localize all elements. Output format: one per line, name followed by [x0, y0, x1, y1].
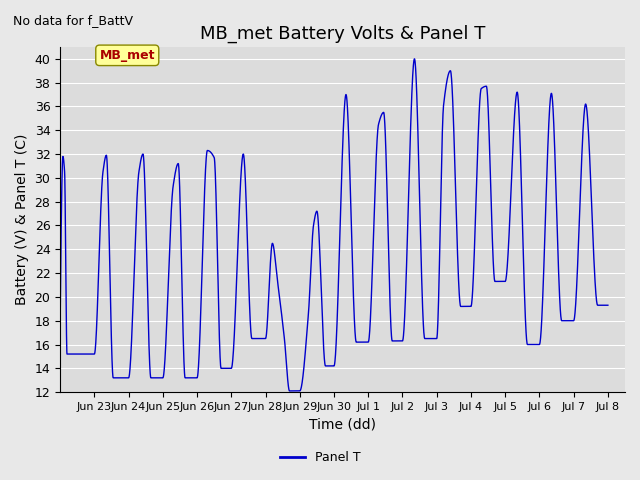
Y-axis label: Battery (V) & Panel T (C): Battery (V) & Panel T (C) — [15, 134, 29, 305]
Text: MB_met: MB_met — [100, 49, 155, 62]
Legend: Panel T: Panel T — [275, 446, 365, 469]
X-axis label: Time (dd): Time (dd) — [309, 418, 376, 432]
Text: No data for f_BattV: No data for f_BattV — [13, 14, 133, 27]
Title: MB_met Battery Volts & Panel T: MB_met Battery Volts & Panel T — [200, 24, 485, 43]
